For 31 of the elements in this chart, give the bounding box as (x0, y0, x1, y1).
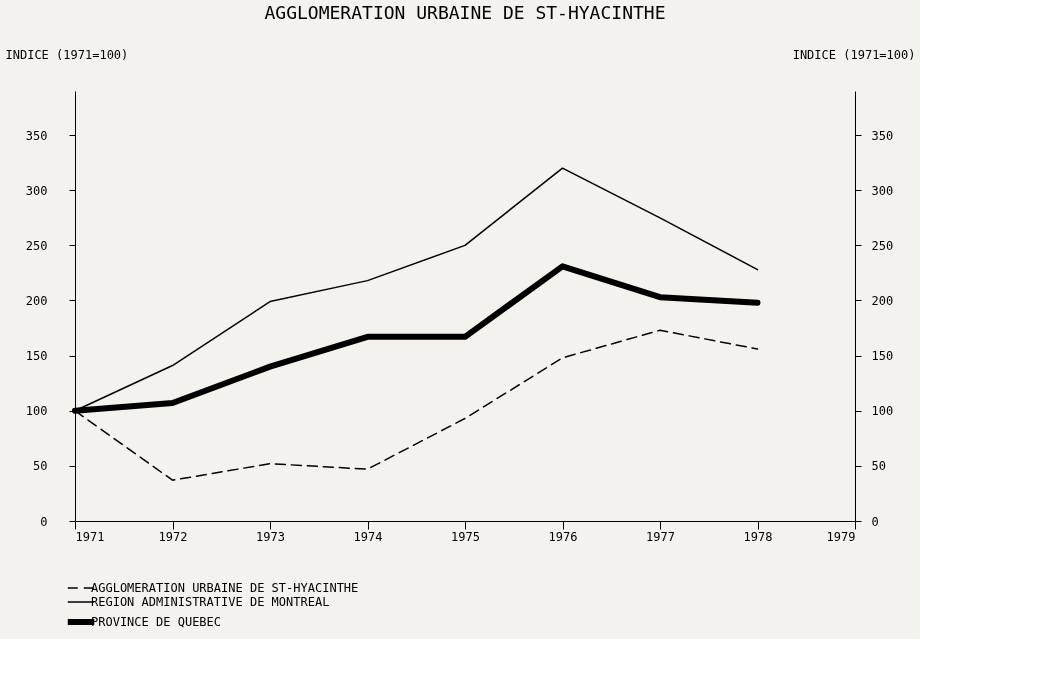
x-tick-label: 1974 (353, 529, 383, 544)
x-tick-label: 1977 (646, 529, 675, 544)
y-tick-label: 100 (25, 404, 48, 419)
x-tick-label: 1971 (75, 529, 105, 544)
y-tick-label: 200 (25, 293, 48, 308)
legend-label: PROVINCE DE QUEBEC (91, 615, 222, 629)
y2-tick-label: 150 (871, 349, 894, 364)
y2-tick-label: 250 (871, 238, 894, 253)
legend-label: REGION ADMINISTRATIVE DE MONTREAL (91, 595, 330, 609)
y-tick-label: 350 (25, 128, 48, 143)
x-tick-label: 1978 (743, 529, 773, 544)
y-tick-label: 0 (40, 514, 48, 529)
y2-axis-title: INDICE (1971=100) (792, 47, 916, 62)
chart-title: AGGLOMERATION URBAINE DE ST-HYACINTHE (264, 2, 666, 23)
y2-tick-label: 0 (871, 514, 879, 529)
x-tick-label: 1972 (158, 529, 188, 544)
y-axis-title: INDICE (1971=100) (5, 47, 129, 62)
y2-tick-label: 200 (871, 293, 894, 308)
x-tick-label: 1976 (548, 529, 578, 544)
y2-tick-label: 50 (871, 459, 886, 474)
y-tick-label: 150 (25, 349, 48, 364)
y2-tick-label: 100 (871, 404, 894, 419)
y-tick-label: 250 (25, 238, 48, 253)
y-tick-label: 50 (33, 459, 48, 474)
y-tick-label: 300 (25, 183, 48, 198)
x-tick-label: 1973 (256, 529, 285, 544)
x-tick-label: 1975 (451, 529, 480, 544)
legend-label: AGGLOMERATION URBAINE DE ST-HYACINTHE (91, 581, 359, 595)
x-tick-label: 1979 (826, 529, 856, 544)
y2-tick-label: 300 (871, 183, 894, 198)
y2-tick-label: 350 (871, 128, 894, 143)
